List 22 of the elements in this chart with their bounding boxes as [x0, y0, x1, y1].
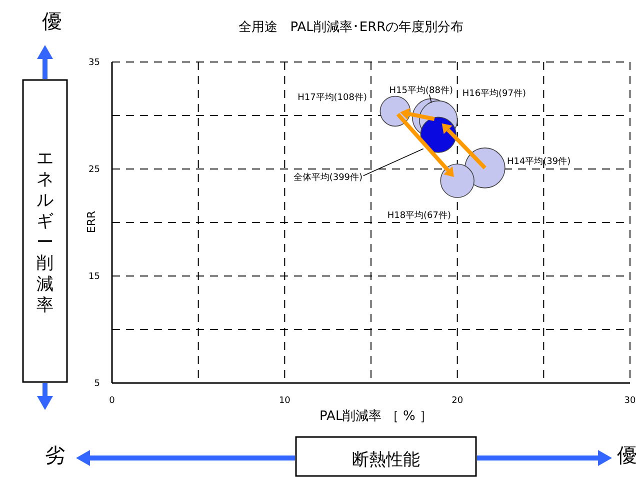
- x-tick-label: 30: [624, 396, 636, 406]
- text: エネルギー削減率: [36, 148, 54, 316]
- text: 断熱性能: [352, 450, 420, 470]
- x-axis-title: PAL削減率 ［ % ］: [320, 408, 432, 424]
- x-tick-label: 20: [452, 396, 464, 406]
- series-label: H17平均(108件): [298, 92, 367, 103]
- series-label: H14平均(39件): [506, 156, 571, 167]
- y-tick-label: 25: [88, 165, 100, 175]
- y-axis-title: ERR: [85, 210, 98, 234]
- series-label: H16平均(97件): [462, 88, 526, 99]
- chart-title: 全用途 PAL削減率･ERRの年度別分布: [238, 19, 464, 35]
- x-tick-label: 0: [109, 396, 116, 406]
- y-tick-label: 15: [88, 272, 100, 282]
- y-tick-label: 5: [94, 379, 100, 389]
- series-label: H15平均(88件): [389, 85, 453, 96]
- series-label: H18平均(67件): [387, 210, 452, 221]
- text: 全体平均(399件): [293, 172, 363, 183]
- y-tick-label: 35: [88, 58, 100, 68]
- x-tick-label: 10: [278, 396, 291, 406]
- text: 優: [617, 443, 637, 467]
- text: 優: [42, 9, 62, 33]
- text: 劣: [45, 443, 65, 467]
